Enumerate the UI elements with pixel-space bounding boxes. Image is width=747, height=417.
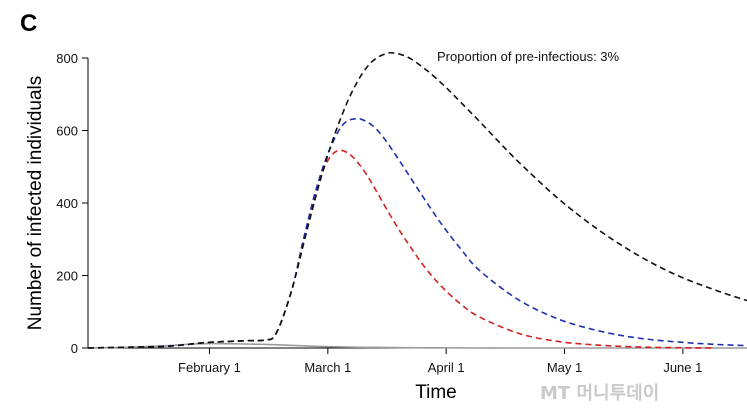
y-tick-label: 600 bbox=[56, 124, 78, 139]
series-line-blue bbox=[87, 117, 747, 349]
watermark: MT 머니투데이 bbox=[540, 383, 659, 404]
x-tick-label: April 1 bbox=[428, 360, 465, 375]
x-tick-label: March 1 bbox=[304, 360, 351, 375]
y-tick-label: 200 bbox=[56, 269, 78, 284]
series-line-red bbox=[87, 149, 716, 349]
panel-letter: C bbox=[20, 10, 37, 37]
axes: 0 200 400 600 800 February 1 March 1 April 1 May… bbox=[56, 51, 723, 375]
y-tick-label: 400 bbox=[56, 196, 78, 211]
x-tick-label: June 1 bbox=[663, 360, 702, 375]
y-tick-label: 0 bbox=[71, 341, 78, 356]
chart-annotation: Proportion of pre-infectious: 3% bbox=[437, 49, 620, 64]
series-line-black bbox=[87, 51, 747, 349]
x-tick-label: May 1 bbox=[547, 360, 582, 375]
y-axis-title: Number of infected individuals bbox=[25, 76, 46, 331]
y-tick-label: 800 bbox=[56, 51, 78, 66]
x-axis-title: Time bbox=[415, 382, 457, 403]
series-layer bbox=[87, 51, 747, 349]
x-tick-label: February 1 bbox=[178, 360, 241, 375]
